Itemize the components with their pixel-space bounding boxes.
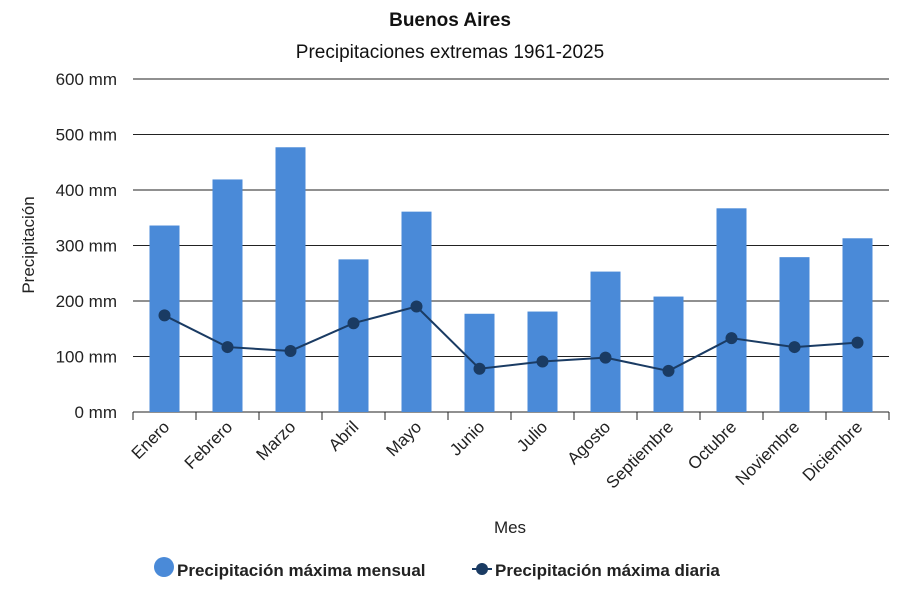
legend-label-monthly: Precipitación máxima mensual	[177, 561, 426, 580]
bar	[716, 208, 747, 412]
chart-subtitle: Precipitaciones extremas 1961-2025	[296, 42, 604, 63]
line-point	[221, 341, 234, 354]
grid-layer	[132, 78, 890, 420]
x-tick-label: Mayo	[382, 417, 425, 460]
y-tick-label: 300 mm	[56, 237, 117, 256]
y-tick-label: 400 mm	[56, 181, 117, 200]
chart-title: Buenos Aires	[389, 10, 511, 31]
x-axis-title: Mes	[494, 518, 526, 537]
y-tick-label: 500 mm	[56, 126, 117, 145]
x-tick-label: Marzo	[252, 417, 299, 464]
line-point	[851, 336, 864, 349]
bar	[590, 271, 621, 412]
x-tick-label: Agosto	[563, 417, 614, 468]
y-tick-label: 100 mm	[56, 348, 117, 367]
line-point	[599, 351, 612, 364]
x-tick-label: Febrero	[181, 417, 237, 473]
x-tick-label: Septiembre	[602, 417, 677, 492]
legend-marker-monthly	[154, 557, 174, 577]
line-point	[788, 341, 801, 354]
line-point	[347, 317, 360, 330]
line-point	[158, 309, 171, 322]
y-tick-label: 0 mm	[75, 403, 118, 422]
x-tick-layer: Enero Febrero Marzo Abril Mayo Junio Julio Agos…	[128, 417, 867, 492]
y-tick-label: 200 mm	[56, 292, 117, 311]
bar	[653, 296, 684, 412]
x-tick-label: Enero	[128, 417, 174, 463]
bar-layer	[149, 147, 873, 412]
legend-label-daily: Precipitación máxima diaria	[495, 561, 720, 580]
x-tick-label: Abril	[325, 417, 362, 454]
x-tick-label: Diciembre	[799, 417, 867, 485]
x-tick-label: Noviembre	[732, 417, 804, 489]
legend: Precipitación máxima mensual Precipitaci…	[154, 557, 720, 580]
y-tick-layer: 0 mm 100 mm 200 mm 300 mm 400 mm 500 mm 600 mm	[56, 70, 117, 422]
line-point	[725, 332, 738, 345]
y-tick-label: 600 mm	[56, 70, 117, 89]
x-tick-label: Octubre	[684, 417, 740, 473]
series-line	[164, 305, 858, 372]
line-point	[473, 362, 486, 375]
bar	[779, 257, 810, 412]
line-point	[662, 364, 675, 377]
line-point	[536, 355, 549, 368]
line-layer	[158, 300, 864, 377]
line-point	[410, 300, 423, 313]
y-axis-title: Precipitación	[19, 196, 38, 293]
bar	[842, 238, 873, 412]
x-tick-label: Junio	[446, 417, 488, 459]
line-point	[284, 344, 297, 357]
x-tick-label: Julio	[513, 417, 551, 455]
bar	[275, 147, 306, 412]
bar	[212, 179, 243, 412]
legend-marker-daily	[476, 563, 488, 575]
bar	[338, 259, 369, 412]
